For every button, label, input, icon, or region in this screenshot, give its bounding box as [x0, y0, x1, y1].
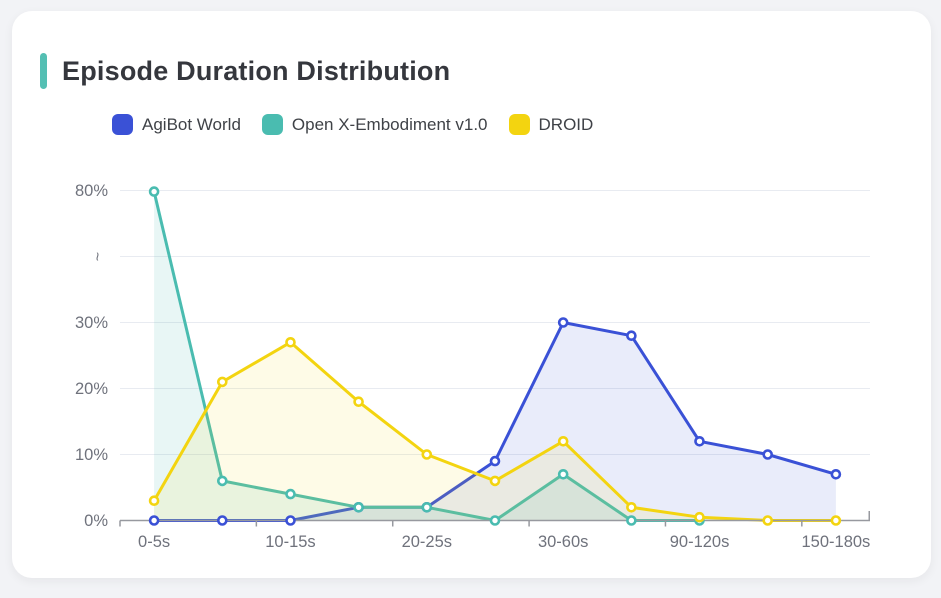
- legend: AgiBot World Open X-Embodiment v1.0 DROI…: [112, 114, 593, 135]
- legend-label: DROID: [538, 114, 594, 134]
- legend-item-open-x-embodiment[interactable]: Open X-Embodiment v1.0: [261, 114, 488, 135]
- legend-item-droid[interactable]: DROID: [508, 114, 594, 135]
- legend-label: Open X-Embodiment v1.0: [291, 114, 488, 134]
- legend-item-agibot-world[interactable]: AgiBot World: [112, 114, 241, 135]
- legend-swatch-yellow-icon: [508, 114, 530, 135]
- chart-card: Episode Duration Distribution AgiBot Wor…: [12, 11, 931, 578]
- chart-title: Episode Duration Distribution: [62, 55, 451, 86]
- legend-swatch-teal-icon: [261, 114, 283, 135]
- legend-swatch-blue-icon: [112, 114, 133, 135]
- title-row: Episode Duration Distribution: [40, 53, 450, 89]
- legend-label: AgiBot World: [142, 114, 241, 134]
- title-accent-bar: [40, 53, 47, 89]
